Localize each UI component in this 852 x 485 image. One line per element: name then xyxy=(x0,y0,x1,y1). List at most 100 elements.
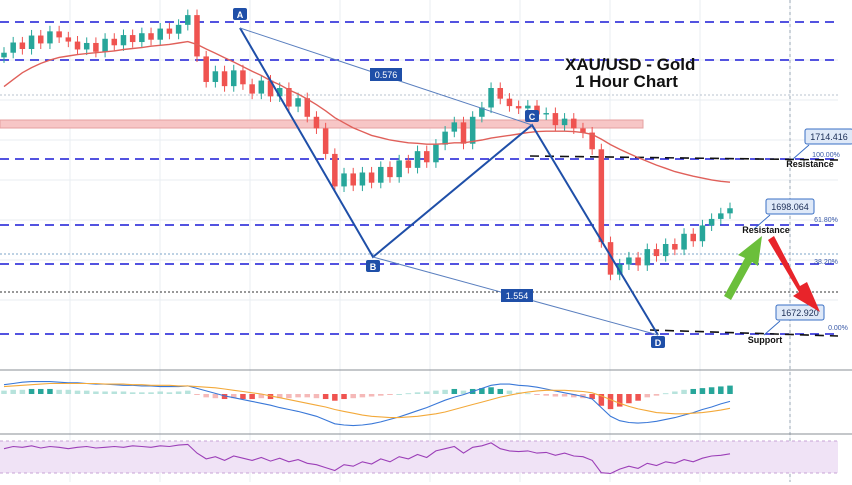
pattern-point-marker xyxy=(651,336,665,348)
candle-body xyxy=(442,131,448,145)
candle-body xyxy=(681,233,687,250)
candle-body xyxy=(203,56,209,82)
fib-level-label: 38.20% xyxy=(814,259,838,266)
candle-body xyxy=(341,173,347,187)
candle-body xyxy=(506,98,513,107)
macd-histogram-bar xyxy=(708,387,715,394)
candle-body xyxy=(396,160,402,178)
candle-body xyxy=(120,35,127,46)
candle-body xyxy=(699,225,706,242)
candle-body xyxy=(212,71,219,82)
candle-body xyxy=(488,88,494,108)
macd-histogram-bar xyxy=(341,394,347,400)
macd-histogram-bar xyxy=(194,394,200,395)
candle-body xyxy=(1,52,7,58)
candle-body xyxy=(93,42,99,52)
candle-body xyxy=(662,244,669,257)
candle-body xyxy=(479,107,485,117)
macd-histogram-bar xyxy=(451,388,458,394)
candle-body xyxy=(672,244,678,250)
price-callout-label: 1672.920 xyxy=(781,308,819,318)
candle-body xyxy=(561,118,568,126)
pattern-point-label: D xyxy=(655,338,662,348)
macd-histogram-bar xyxy=(718,386,724,394)
price-callout-box xyxy=(804,128,852,145)
resistance-trendline xyxy=(529,155,839,161)
candle-body xyxy=(515,106,522,109)
candle-body xyxy=(552,113,559,126)
candle-body xyxy=(644,249,651,266)
macd-histogram-bar xyxy=(65,389,72,394)
macd-histogram-bar xyxy=(129,392,136,394)
candle-body xyxy=(543,113,549,115)
macd-histogram-bar xyxy=(139,392,145,394)
candle-body xyxy=(359,172,366,186)
price-callout-pointer xyxy=(792,144,810,160)
macd-histogram-bar xyxy=(249,394,255,400)
macd-histogram-bar xyxy=(38,388,44,394)
abcd-pattern-line xyxy=(239,27,659,336)
candle-body xyxy=(28,35,35,49)
candle-body xyxy=(157,28,163,40)
macd-histogram-bar xyxy=(396,394,402,395)
macd-histogram-bar xyxy=(727,385,733,394)
candle-body xyxy=(286,88,292,107)
candle-body xyxy=(139,33,145,43)
chart-title: XAU/USD - Gold 1 Hour Chart xyxy=(565,56,695,90)
candle-body xyxy=(405,160,412,168)
candle-body xyxy=(38,35,44,44)
macd-histogram-bar xyxy=(166,392,173,394)
candle-body xyxy=(460,122,467,144)
macd-histogram-bar xyxy=(378,394,384,396)
candle-body xyxy=(74,41,81,50)
macd-histogram-bar xyxy=(230,394,237,399)
macd-histogram-bar xyxy=(368,394,375,397)
pattern-point-label: A xyxy=(237,10,244,20)
candle-body xyxy=(378,166,384,183)
macd-histogram-bar xyxy=(1,390,7,394)
macd-histogram-bar xyxy=(662,393,669,395)
candle-body xyxy=(727,208,733,214)
candle-body xyxy=(166,28,173,34)
macd-histogram-bar xyxy=(607,394,614,410)
candle-body xyxy=(276,88,283,97)
macd-histogram-bar xyxy=(525,393,531,395)
macd-histogram-bar xyxy=(120,391,127,394)
macd-histogram-bar xyxy=(561,394,568,397)
macd-histogram-bar xyxy=(405,393,412,395)
macd-histogram-bar xyxy=(479,388,485,394)
fib-ratio-box xyxy=(370,68,402,81)
pattern-point-marker xyxy=(366,260,380,272)
candle-body xyxy=(635,257,641,266)
macd-histogram-bar xyxy=(589,394,595,400)
candle-body xyxy=(111,38,118,46)
candle-body xyxy=(258,80,265,94)
candle-body xyxy=(571,118,577,129)
price-callout-box xyxy=(775,304,825,321)
rsi-band xyxy=(0,441,838,473)
macd-histogram-bar xyxy=(157,391,163,394)
candle-body xyxy=(423,151,430,163)
candle-body xyxy=(175,24,182,34)
macd-histogram-bar xyxy=(175,391,182,394)
candle-body xyxy=(230,70,237,87)
macd-histogram-bar xyxy=(93,391,99,394)
candle-body xyxy=(350,173,356,186)
candle-body xyxy=(10,42,16,53)
candle-body xyxy=(368,172,375,183)
candle-body xyxy=(332,153,338,187)
candle-body xyxy=(708,218,715,226)
macd-histogram-bar xyxy=(387,394,393,395)
candle-body xyxy=(433,144,439,163)
macd-histogram-bar xyxy=(203,394,209,398)
macd-histogram-bar xyxy=(690,388,696,394)
candle-body xyxy=(148,33,154,40)
macd-line xyxy=(3,381,731,427)
fib-ratio-label: 1.554 xyxy=(506,291,529,301)
rsi-line xyxy=(3,442,731,475)
candle-body xyxy=(653,249,660,257)
fib-ratio-label: 0.576 xyxy=(375,70,398,80)
bullish-arrow-icon xyxy=(724,236,762,300)
